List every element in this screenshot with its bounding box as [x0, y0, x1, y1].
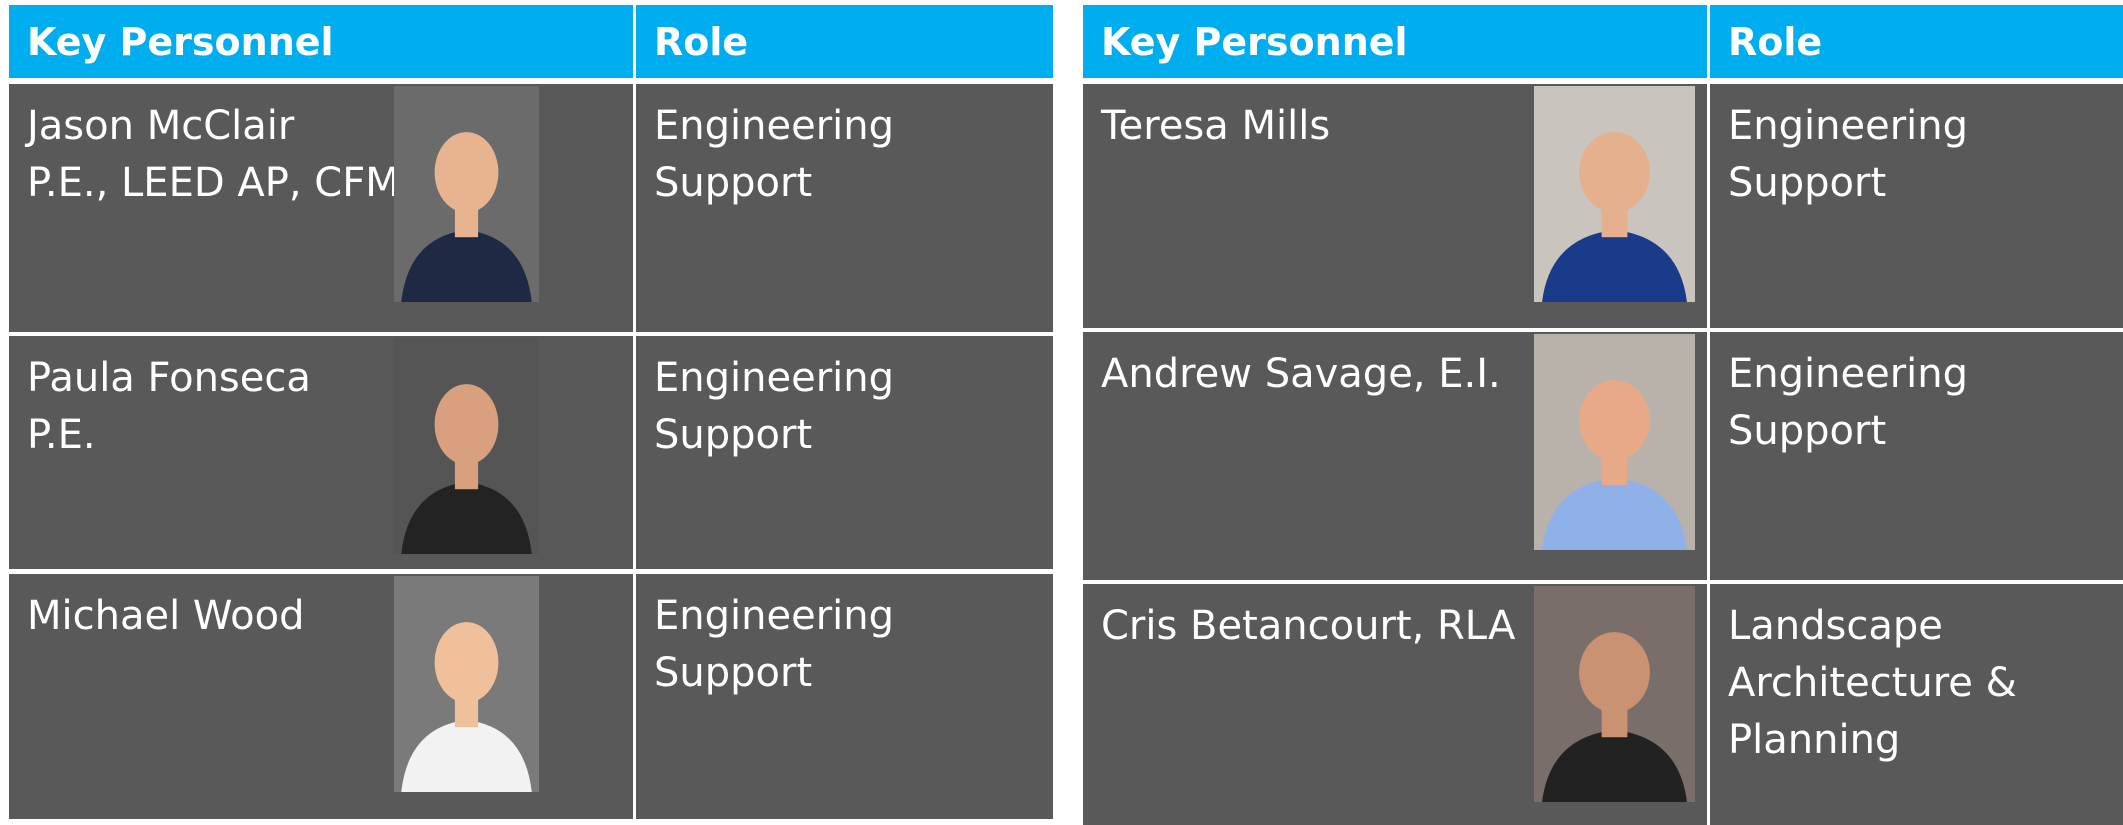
role-line: Engineering: [1728, 103, 1968, 149]
name-line: P.E.: [27, 412, 96, 458]
name-line: Teresa Mills: [1101, 103, 1331, 149]
portrait-photo: [394, 576, 539, 792]
role-cell: Landscape Architecture & Planning: [1710, 584, 2123, 825]
role-line: Engineering: [1728, 351, 1968, 397]
header-cell: Role: [636, 5, 1053, 78]
name-cell: Michael Wood: [9, 574, 633, 819]
role-cell: Engineering Support: [1710, 84, 2123, 328]
portrait-photo: [1534, 586, 1695, 802]
name-line: Paula Fonseca: [27, 355, 311, 401]
role-cell: Engineering Support: [636, 84, 1053, 332]
role-line: Support: [654, 412, 813, 458]
portrait-photo: [394, 338, 539, 554]
name-line: Jason McClair: [27, 103, 295, 149]
portrait-photo: [1534, 334, 1695, 550]
name-cell: Jason McClair P.E., LEED AP, CFM: [9, 84, 633, 332]
role-cell: Engineering Support: [636, 336, 1053, 569]
name-line: Cris Betancourt, RLA: [1101, 603, 1516, 649]
role-line: Engineering: [654, 103, 894, 149]
role-cell: Engineering Support: [1710, 332, 2123, 580]
role-line: Landscape: [1728, 603, 1943, 649]
role-line: Engineering: [654, 593, 894, 639]
role-line: Support: [1728, 408, 1887, 454]
role-line: Support: [654, 650, 813, 696]
name-line: Andrew Savage, E.I.: [1101, 351, 1501, 397]
role-line: Architecture &: [1728, 660, 2017, 706]
header-cell: Role: [1710, 5, 2123, 78]
name-line: Michael Wood: [27, 593, 305, 639]
header-cell: Key Personnel: [9, 5, 633, 78]
role-line: Support: [1728, 160, 1887, 206]
role-cell: Engineering Support: [636, 574, 1053, 819]
name-cell: Paula Fonseca P.E.: [9, 336, 633, 569]
portrait-photo: [1534, 86, 1695, 302]
portrait-photo: [394, 86, 539, 302]
name-line: P.E., LEED AP, CFM: [27, 160, 400, 206]
role-line: Engineering: [654, 355, 894, 401]
role-line: Planning: [1728, 717, 1901, 763]
role-line: Support: [654, 160, 813, 206]
header-cell: Key Personnel: [1083, 5, 1707, 78]
